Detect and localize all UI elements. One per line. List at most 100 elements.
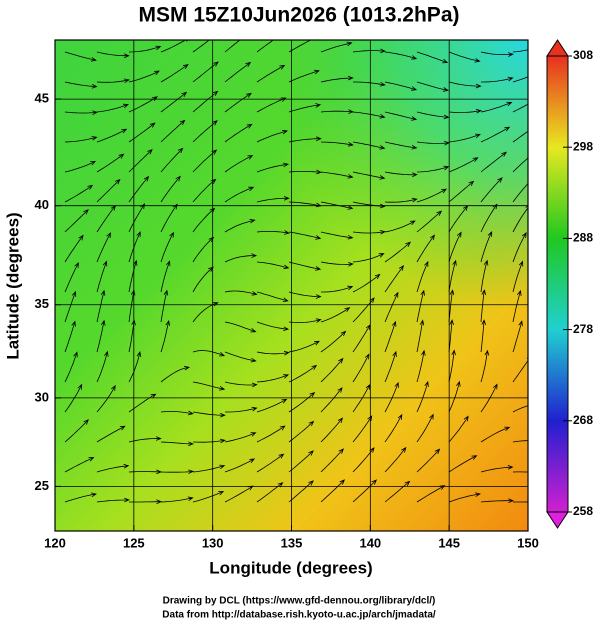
streamline (256, 453, 285, 473)
streamline (448, 51, 481, 63)
streamline (352, 141, 386, 150)
streamline (480, 383, 498, 413)
streamline (384, 241, 411, 263)
streamline (384, 413, 403, 443)
x-tick-label: 135 (281, 535, 303, 550)
streamline (160, 320, 171, 353)
streamline (480, 203, 498, 233)
streamline (416, 485, 446, 503)
streamline (288, 103, 322, 113)
streamline (160, 203, 178, 233)
streamline (384, 446, 407, 473)
streamline (512, 231, 527, 263)
streamline (64, 383, 83, 413)
y-tick-label: 35 (35, 296, 49, 311)
streamline (512, 130, 528, 143)
streamline (96, 319, 106, 353)
streamline (224, 290, 258, 296)
streamline (128, 175, 150, 203)
streamline (448, 455, 478, 473)
streamline (288, 420, 315, 443)
streamline (64, 110, 98, 115)
streamline (512, 320, 523, 353)
streamline (64, 209, 89, 233)
streamline (160, 231, 174, 263)
streamline (288, 364, 318, 383)
streamline (321, 285, 354, 293)
streamline (320, 261, 354, 267)
streamline (352, 111, 386, 119)
colorbar (546, 55, 569, 513)
streamline (64, 290, 77, 323)
streamline (416, 188, 448, 203)
streamline (416, 165, 450, 173)
streamline (480, 230, 493, 263)
streamline (480, 177, 503, 203)
x-tick-label: 145 (438, 535, 460, 550)
streamline (224, 432, 257, 443)
streamline (320, 109, 355, 114)
x-axis-label: Longitude (degrees) (209, 558, 372, 577)
streamline (96, 384, 116, 413)
streamline (512, 205, 528, 233)
streamline (224, 61, 252, 83)
streamline (320, 231, 354, 240)
streamline (224, 381, 258, 388)
colorbar-tick-label: 258 (573, 504, 593, 518)
streamline (288, 169, 322, 175)
x-tick-label: 130 (202, 535, 224, 550)
map-title: MSM 15Z10Jun2026 (1013.2hPa) (139, 4, 460, 27)
y-tick-label: 40 (35, 197, 49, 212)
streamline (480, 151, 508, 173)
streamline (256, 291, 289, 302)
streamline (160, 289, 169, 323)
streamline (256, 261, 290, 270)
colorbar-tick-label: 278 (573, 322, 593, 336)
streamline (192, 491, 225, 503)
streamline (448, 133, 481, 143)
streamline (416, 81, 449, 92)
streamline (256, 398, 288, 413)
streamline (448, 180, 475, 203)
streamline (512, 471, 528, 473)
streamline (352, 273, 381, 293)
temperature-field (55, 40, 528, 531)
streamline (96, 232, 111, 263)
streamline (384, 141, 418, 150)
streamline (448, 109, 482, 114)
streamline (384, 320, 397, 353)
streamline (64, 351, 78, 383)
streamline (192, 40, 210, 53)
streamline (416, 413, 434, 443)
streamline (96, 78, 130, 84)
streamline (480, 349, 490, 383)
colorbar-min-arrow (546, 511, 569, 529)
streamline (256, 196, 290, 203)
streamline (96, 103, 129, 113)
streamline (288, 69, 320, 83)
streamline (224, 186, 255, 203)
streamline (512, 357, 528, 383)
streamline (64, 184, 94, 203)
streamline (512, 76, 528, 83)
colorbar-tick-label: 268 (573, 413, 593, 427)
streamline (64, 51, 97, 62)
streamline (512, 157, 528, 173)
streamline (64, 160, 97, 173)
streamline (288, 318, 322, 323)
streamline (513, 501, 528, 503)
streamline (320, 387, 343, 413)
x-tick-label: 150 (517, 535, 539, 550)
streamline (352, 383, 371, 413)
streamline (448, 319, 454, 353)
streamline (384, 51, 418, 60)
streamline (96, 153, 125, 173)
streamline (416, 234, 435, 263)
streamline (256, 230, 290, 235)
streamline (160, 63, 189, 83)
streamline (384, 171, 418, 178)
streamline (192, 411, 226, 418)
streamline (224, 92, 252, 113)
streamline (416, 111, 450, 120)
